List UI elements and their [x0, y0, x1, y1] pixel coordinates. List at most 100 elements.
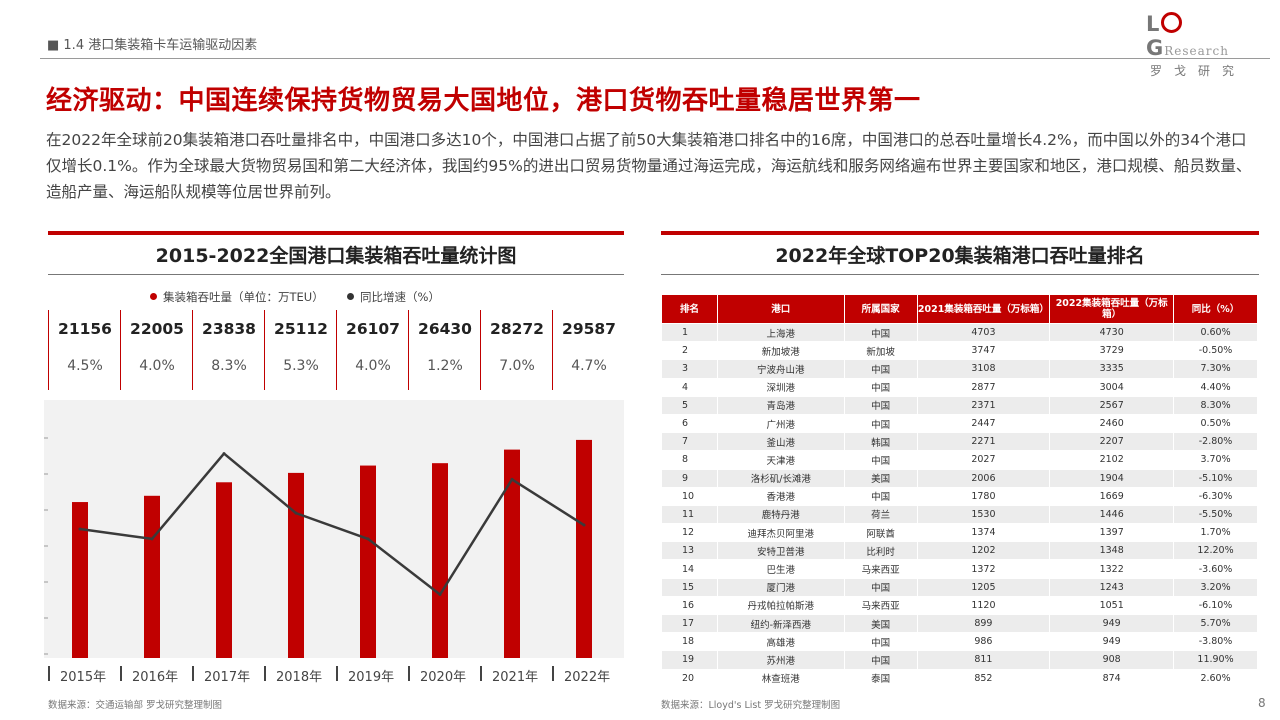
bar-2022年: [576, 439, 592, 658]
table-cell: 中国: [843, 486, 918, 506]
table-cell: 2271: [916, 432, 1051, 452]
table-cell: 1205: [916, 577, 1051, 597]
table-cell: 巴生港: [716, 559, 845, 579]
stat-growth: 8.3%: [211, 358, 247, 374]
table-cell: 7: [661, 432, 718, 452]
table-cell: 中国: [843, 650, 918, 670]
table-cell: -3.80%: [1173, 632, 1258, 652]
plot-area: [44, 400, 624, 658]
table-cell: 986: [916, 632, 1051, 652]
stat-cell: 25112 5.3%: [264, 310, 337, 390]
table-cell: 韩国: [843, 432, 918, 452]
growth-line: [79, 452, 585, 596]
table-cell: 9: [661, 468, 718, 488]
table-cell: -5.10%: [1173, 468, 1258, 488]
table-cell: 852: [916, 668, 1051, 688]
table-cell: 2371: [916, 395, 1051, 415]
table-cell: 1120: [916, 595, 1051, 616]
growth-point-2017年: [222, 452, 226, 456]
growth-point-2022年: [582, 523, 586, 527]
table-row: 5 青岛港 中国 2371 2567 8.30%: [661, 395, 1258, 415]
table-cell: 2.60%: [1173, 668, 1258, 688]
stat-value: 21156: [58, 320, 112, 338]
bar-2016年: [144, 495, 160, 658]
column-header: 同比（%）: [1173, 294, 1258, 324]
growth-point-2019年: [366, 537, 370, 541]
stat-growth: 4.0%: [355, 358, 391, 374]
table-cell: 20: [661, 668, 718, 688]
table-cell: 949: [1049, 632, 1175, 652]
table-cell: 1904: [1049, 468, 1175, 488]
x-tick-label: 2015年: [60, 670, 107, 685]
table-cell: -5.50%: [1173, 504, 1258, 525]
page-title: 经济驱动：中国连续保持货物贸易大国地位，港口货物吞吐量稳居世界第一: [46, 86, 921, 116]
stat-growth: 5.3%: [283, 358, 319, 374]
table-cell: 811: [916, 650, 1051, 670]
x-tick-mark: [48, 666, 50, 681]
legend-line-dot: [347, 293, 355, 300]
page-number: 8: [1258, 696, 1266, 710]
logo-ring-icon: [1161, 12, 1183, 33]
table-cell: 1202: [916, 541, 1051, 561]
logo-cn: 罗戈研究: [1150, 64, 1247, 78]
table-row: 10 香港港 中国 1780 1669 -6.30%: [661, 486, 1258, 506]
table-cell: 1348: [1049, 541, 1175, 561]
x-tick-mark: [264, 666, 266, 681]
table-cell: 高雄港: [716, 632, 845, 652]
stat-value: 28272: [490, 320, 544, 338]
right-panel-underline: [661, 274, 1259, 275]
x-tick-mark: [192, 666, 194, 681]
table-cell: 18: [661, 632, 718, 652]
table-row: 18 高雄港 中国 986 949 -3.80%: [661, 632, 1258, 652]
table-cell: 中国: [843, 632, 918, 652]
stat-cell: 21156 4.5%: [48, 310, 121, 390]
table-row: 19 苏州港 中国 811 908 11.90%: [661, 650, 1258, 670]
table-cell: 宁波舟山港: [716, 359, 845, 379]
table-cell: 2207: [1049, 432, 1175, 452]
x-tick-label: 2017年: [204, 670, 251, 685]
chart-svg: [44, 437, 592, 658]
stat-cell: 28272 7.0%: [480, 310, 553, 390]
stat-growth: 4.0%: [139, 358, 175, 374]
table-cell: 洛杉矶/长滩港: [716, 468, 845, 488]
table-cell: 2567: [1049, 395, 1175, 415]
table-cell: 19: [661, 650, 718, 670]
table-row: 15 厦门港 中国 1205 1243 3.20%: [661, 577, 1258, 597]
chart-legend: 集装箱吞吐量（单位：万TEU） 同比增速（%）: [150, 289, 440, 305]
table-cell: 2460: [1049, 413, 1175, 434]
bar-2018年: [288, 472, 304, 658]
table-cell: 4: [661, 377, 718, 397]
table-cell: 中国: [843, 322, 918, 343]
table-cell: 林查班港: [716, 668, 845, 688]
table-cell: 新加坡港: [716, 341, 845, 361]
table-cell: 1322: [1049, 559, 1175, 579]
table-cell: 4703: [916, 322, 1051, 343]
table-cell: 安特卫普港: [716, 541, 845, 561]
x-tick-mark: [480, 666, 482, 681]
intro-paragraph: 在2022年全球前20集装箱港口吞吐量排名中，中国港口多达10个，中国港口占据了…: [46, 131, 1252, 201]
table-cell: 899: [916, 613, 1051, 634]
table-cell: -6.10%: [1173, 595, 1258, 616]
stat-value: 29587: [562, 320, 616, 338]
table-cell: 1530: [916, 504, 1051, 525]
stat-growth: 1.2%: [427, 358, 463, 374]
table-cell: 5: [661, 395, 718, 415]
table-cell: 中国: [843, 359, 918, 379]
stat-cell: 29587 4.7%: [552, 310, 625, 390]
table-cell: 比利时: [843, 541, 918, 561]
table-cell: 3729: [1049, 341, 1175, 361]
table-cell: 1: [661, 322, 718, 343]
stat-cell: 22005 4.0%: [120, 310, 193, 390]
left-panel-top-rule: [48, 231, 624, 235]
table-cell: 中国: [843, 450, 918, 470]
table-cell: 1397: [1049, 523, 1175, 543]
column-header: 排名: [661, 294, 718, 324]
chart-data-table: 21156 4.5% 22005 4.0% 23838 8.3% 25112 5.3% 2610…: [48, 310, 624, 390]
column-header: 所属国家: [843, 294, 918, 324]
x-tick-mark: [408, 666, 410, 681]
table-cell: 美国: [843, 613, 918, 634]
table-cell: 鹿特丹港: [716, 504, 845, 525]
growth-point-2018年: [294, 511, 298, 515]
x-tick-label: 2016年: [132, 670, 179, 685]
x-tick-label: 2019年: [348, 670, 395, 685]
